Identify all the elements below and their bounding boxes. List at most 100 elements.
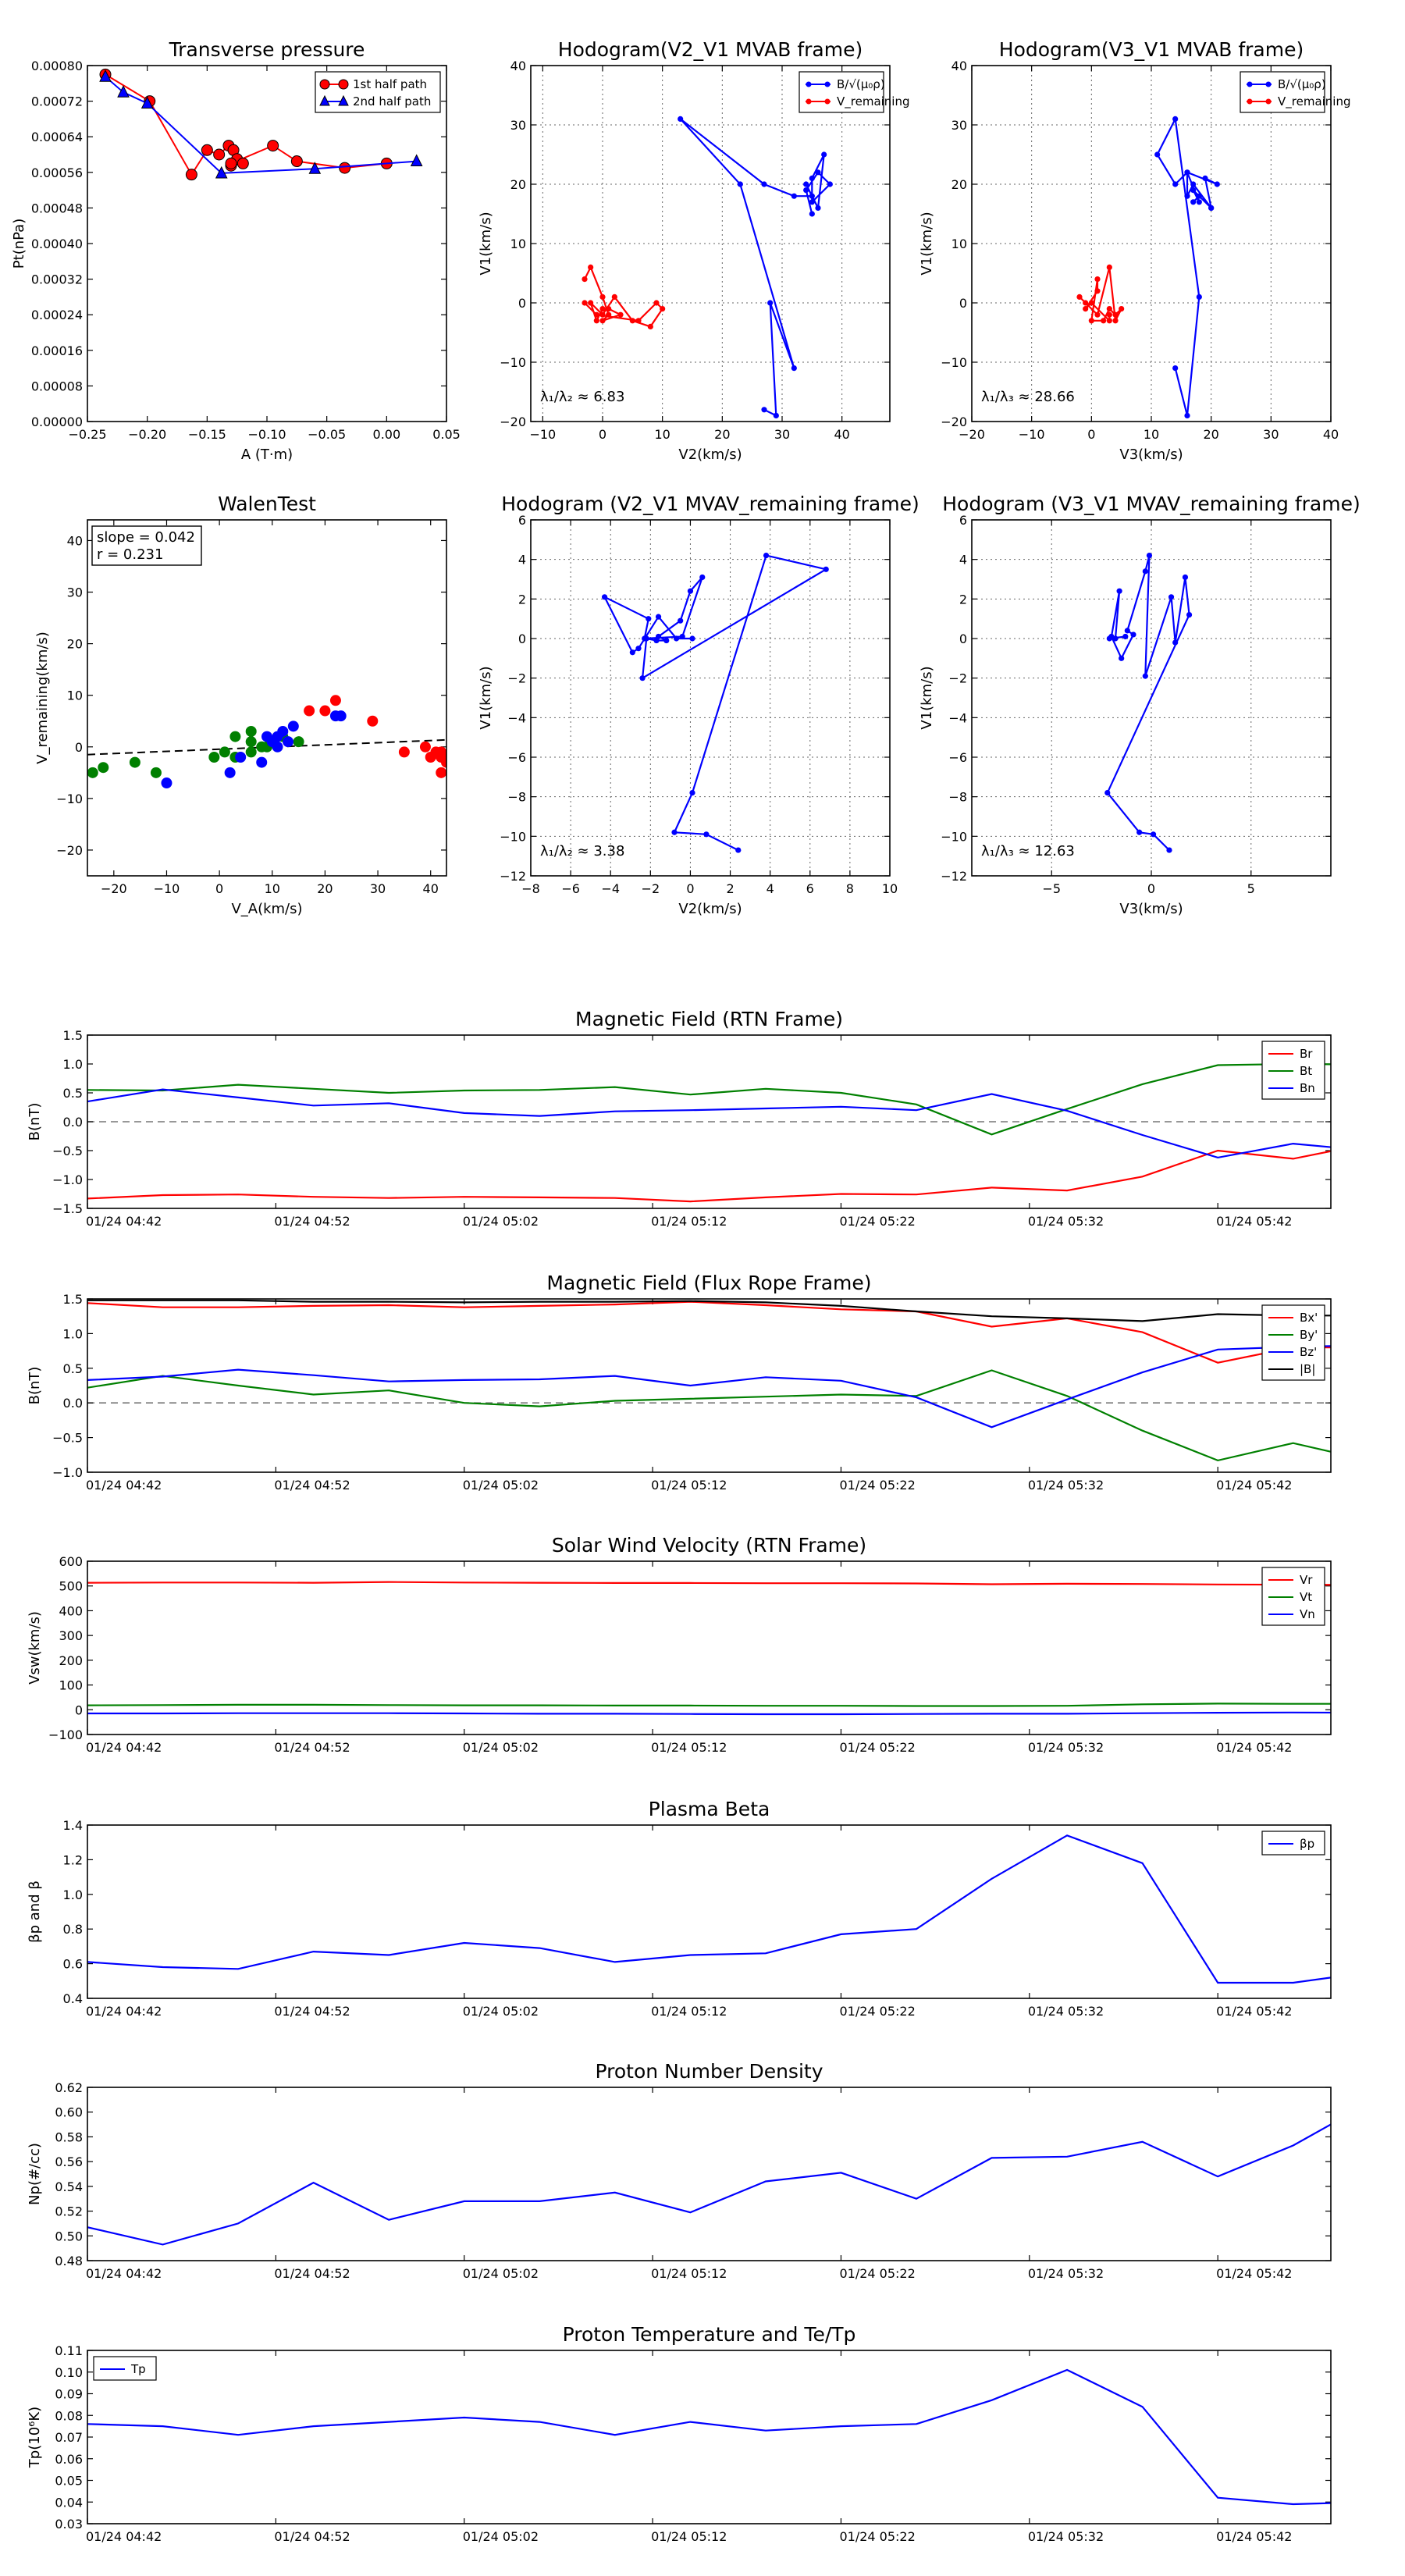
data-point <box>1130 632 1136 638</box>
x-tick-label: −8 <box>521 881 540 896</box>
y-tick-label: −10 <box>941 829 967 844</box>
y-tick-label: 1.0 <box>63 1057 83 1072</box>
data-point <box>287 720 299 732</box>
data-point <box>803 187 809 194</box>
y-tick-label: 0.04 <box>55 2495 83 2510</box>
data-point <box>1184 169 1190 176</box>
y-tick-label: 0.00016 <box>31 343 83 358</box>
data-point <box>1190 199 1197 205</box>
x-tick-label: 01/24 04:42 <box>86 2004 162 2019</box>
data-point <box>329 695 341 706</box>
chart-title: Hodogram (V2_V1 MVAV_remaining frame) <box>501 493 919 515</box>
data-point <box>1146 553 1153 559</box>
y-tick-label: 0 <box>959 632 967 646</box>
chart-title: Transverse pressure <box>169 38 365 61</box>
y-tick-label: 0 <box>959 296 967 311</box>
plot-area <box>87 2123 1331 2246</box>
y-tick-label: 20 <box>951 177 967 192</box>
data-point <box>1196 294 1202 300</box>
data-point <box>679 633 685 640</box>
y-tick-label: 0.03 <box>55 2517 83 2532</box>
y-tick-label: 30 <box>510 118 526 133</box>
x-tick-label: 01/24 05:22 <box>839 1740 915 1755</box>
data-point <box>671 829 678 835</box>
series-line-2 <box>87 1345 1331 1429</box>
data-point <box>1172 639 1179 646</box>
y-tick-label: 0.00008 <box>31 379 83 393</box>
x-tick-label: 01/24 05:12 <box>651 2266 727 2281</box>
x-tick-label: 01/24 05:32 <box>1028 2529 1104 2544</box>
series-line-0 <box>1106 555 1190 851</box>
legend-marker <box>319 79 330 90</box>
plot-frame <box>971 519 1332 877</box>
data-point <box>272 741 283 753</box>
data-point <box>1154 151 1161 158</box>
data-point <box>1172 181 1179 187</box>
y-tick-label: 0.54 <box>55 2179 83 2194</box>
x-tick-label: 01/24 05:22 <box>839 1478 915 1493</box>
y-axis-label: Tp(10⁶K) <box>27 2407 43 2468</box>
x-tick-label: 01/24 05:02 <box>463 1478 539 1493</box>
y-axis-label: V1(km/s) <box>919 212 935 275</box>
y-tick-label: 0.52 <box>55 2204 83 2219</box>
legend-label: Bt <box>1300 1064 1312 1078</box>
x-tick-label: −10 <box>154 881 180 896</box>
data-point <box>588 300 594 306</box>
legend-label: βp <box>1300 1837 1314 1851</box>
plot-area <box>87 1834 1331 1984</box>
x-tick-label: −0.15 <box>188 427 226 442</box>
x-tick-label: 20 <box>714 427 730 442</box>
data-point <box>308 162 322 174</box>
x-tick-label: 01/24 05:42 <box>1216 2004 1292 2019</box>
data-point <box>410 154 423 167</box>
data-point <box>304 705 315 717</box>
y-tick-label: 0.10 <box>55 2365 83 2380</box>
y-tick-label: 10 <box>67 688 83 703</box>
chart-title: Proton Temperature and Te/Tp <box>563 2323 856 2346</box>
y-tick-label: 0.09 <box>55 2387 83 2402</box>
x-tick-label: −0.10 <box>247 427 286 442</box>
x-tick-label: 10 <box>882 881 898 896</box>
data-point <box>87 767 98 778</box>
legend-marker <box>319 94 330 106</box>
data-point <box>1101 318 1107 324</box>
data-point <box>809 193 815 199</box>
data-point <box>339 162 351 174</box>
plot-frame <box>87 519 447 877</box>
y-tick-label: 20 <box>67 637 83 652</box>
y-tick-label: 1.0 <box>63 1326 83 1341</box>
x-tick-label: 01/24 05:32 <box>1028 1478 1104 1493</box>
x-tick-label: 0 <box>686 881 694 896</box>
data-point <box>367 715 379 727</box>
x-tick-label: 10 <box>1144 427 1159 442</box>
y-tick-label: −20 <box>56 843 83 858</box>
data-point <box>277 725 289 737</box>
series-line-3 <box>87 1299 1331 1322</box>
x-tick-label: 01/24 04:42 <box>86 2529 162 2544</box>
y-tick-label: −10 <box>941 355 967 370</box>
stats-frame <box>91 525 202 566</box>
data-point <box>735 847 742 853</box>
x-tick-label: 4 <box>767 881 774 896</box>
data-point <box>678 116 684 122</box>
legend-label: Bn <box>1300 1081 1315 1095</box>
y-tick-label: −4 <box>948 710 967 725</box>
x-tick-label: 30 <box>774 427 790 442</box>
x-tick-label: −10 <box>1019 427 1045 442</box>
series-line-0 <box>87 2123 1331 2246</box>
legend-box <box>1240 71 1325 113</box>
series-line-1 <box>584 265 664 328</box>
y-tick-label: −10 <box>500 829 526 844</box>
data-point <box>687 588 694 594</box>
series-line-0 <box>87 1300 1331 1364</box>
chart-title: Solar Wind Velocity (RTN Frame) <box>552 1534 866 1557</box>
data-point <box>815 205 821 211</box>
y-tick-label: 0 <box>518 296 526 311</box>
data-point <box>601 594 608 600</box>
x-axis-label: V3(km/s) <box>1119 901 1183 917</box>
x-tick-label: 10 <box>654 427 670 442</box>
legend-marker <box>1265 81 1272 87</box>
legend-marker <box>806 98 812 105</box>
x-tick-label: 01/24 05:22 <box>839 2266 915 2281</box>
x-tick-label: 01/24 04:52 <box>274 2266 350 2281</box>
